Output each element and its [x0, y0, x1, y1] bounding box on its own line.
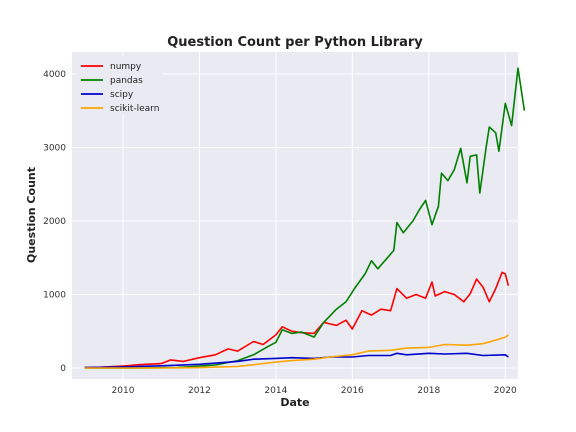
legend-label-scipy: scipy [110, 90, 134, 100]
legend: numpy pandas scipy scikit-learn [76, 56, 162, 114]
series-line-scipy [84, 352, 509, 369]
x-tick-label: 2014 [264, 386, 287, 396]
series-lines [84, 67, 526, 369]
y-tick-label: 2000 [43, 217, 66, 227]
y-tick-label: 4000 [43, 70, 66, 80]
x-tick-label: 2020 [494, 386, 517, 396]
chart-title: Question Count per Python Library [167, 35, 423, 50]
x-axis-title: Date [280, 396, 309, 409]
series-line-numpy [84, 271, 510, 369]
y-tick-label: 1000 [43, 290, 66, 300]
y-tick-label: 0 [60, 364, 66, 374]
legend-label-scikit-learn: scikit-learn [110, 104, 159, 114]
x-tick-label: 2016 [341, 386, 364, 396]
x-tick-label: 2010 [112, 386, 135, 396]
legend-label-pandas: pandas [110, 76, 143, 86]
x-tick-label: 2018 [417, 386, 440, 396]
series-line-scikit-learn [84, 334, 509, 369]
y-axis-title: Question Count [25, 167, 38, 263]
legend-label-numpy: numpy [110, 62, 142, 72]
tick-labels: 0 1000 2000 3000 4000 2010 2012 2014 2016 2018 202… [43, 70, 517, 396]
series-line-pandas [84, 67, 526, 369]
y-tick-label: 3000 [43, 144, 66, 154]
x-tick-label: 2012 [188, 386, 211, 396]
